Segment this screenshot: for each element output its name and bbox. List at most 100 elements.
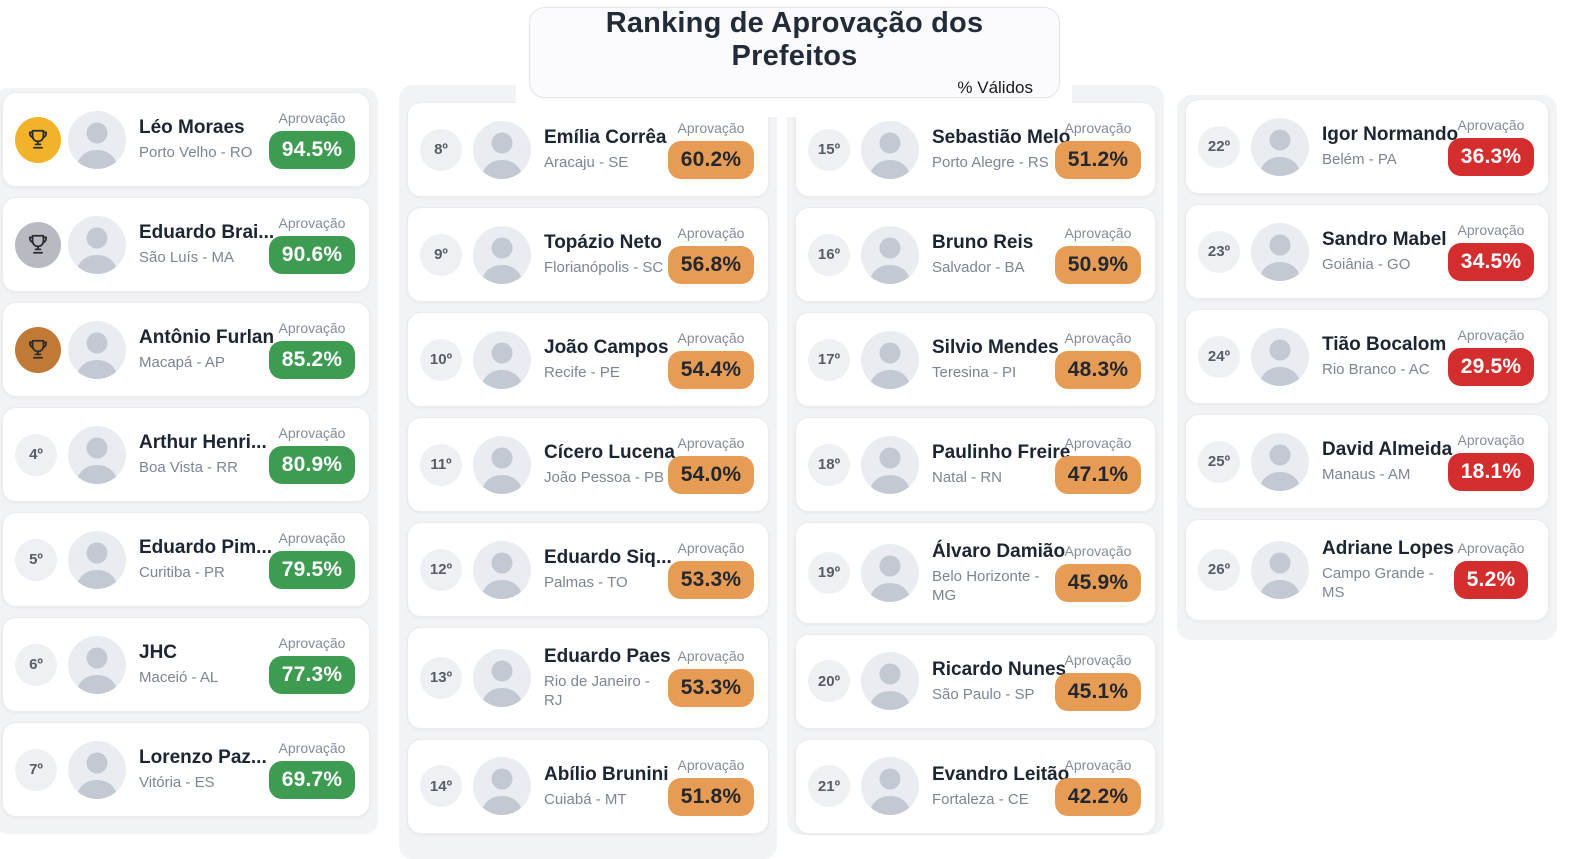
mayor-city: Palmas - TO — [544, 574, 628, 592]
mayor-photo — [68, 215, 126, 274]
mayor-name: David Almeida — [1322, 439, 1453, 461]
rank-badge: 9º — [420, 233, 462, 276]
approval-block: Aprovação 48.3% — [1053, 330, 1143, 389]
approval-label: Aprovação — [677, 120, 745, 136]
mayor-card: 10º João Campos Recife - PE Aprovação 54.4% — [407, 312, 769, 407]
approval-label: Aprovação — [278, 320, 346, 336]
mayor-city: Rio Branco - AC — [1322, 361, 1430, 379]
mayor-info: Arthur Henri... Boa Vista - RR — [139, 431, 267, 477]
mayor-info: Eduardo Paes Rio de Janeiro - RJ — [544, 645, 671, 711]
approval-block: Aprovação 56.8% — [666, 225, 756, 284]
mayor-name: Silvio Mendes — [932, 337, 1059, 359]
approval-label: Aprovação — [1064, 756, 1132, 773]
approval-badge: 47.1% — [1054, 456, 1142, 494]
approval-block: Aprovação 51.8% — [666, 757, 756, 816]
mayor-photo — [473, 540, 531, 599]
approval-badge: 54.4% — [667, 351, 755, 389]
mayor-info: Sebastião Melo Porto Alegre - RS — [932, 126, 1070, 172]
mayor-card: 11º Cícero Lucena João Pessoa - PB Aprovaçã… — [407, 417, 769, 512]
mayor-card: 24º Tião Bocalom Rio Branco - AC Aprovação 2… — [1185, 309, 1549, 404]
mayor-photo — [68, 530, 126, 589]
mayor-name: João Campos — [544, 337, 669, 359]
approval-label: Aprovação — [677, 756, 745, 773]
mayor-city: Maceió - AL — [139, 669, 219, 687]
mayor-photo — [473, 435, 531, 494]
mayor-city: Vitória - ES — [139, 774, 215, 792]
mayor-city: Curitiba - PR — [139, 564, 225, 582]
mayor-info: Antônio Furlan Macapá - AP — [139, 326, 274, 372]
mayor-name: Bruno Reis — [932, 232, 1034, 254]
mayor-card: 4º Arthur Henri... Boa Vista - RR Aprovação… — [2, 407, 370, 502]
mayor-name: Adriane Lopes — [1322, 538, 1454, 559]
approval-badge: 5.2% — [1453, 561, 1529, 600]
mayor-photo — [1251, 222, 1309, 281]
mayor-photo — [473, 120, 531, 179]
approval-badge: 45.9% — [1054, 564, 1142, 603]
mayor-name: Eduardo Brai... — [139, 222, 275, 244]
mayor-photo — [1251, 117, 1309, 176]
approval-label: Aprovação — [278, 110, 346, 126]
approval-badge: 42.2% — [1054, 777, 1142, 816]
mayor-info: Lorenzo Paz... Vitória - ES — [139, 746, 267, 792]
approval-block: Aprovação 45.9% — [1053, 543, 1143, 603]
mayor-photo — [1251, 432, 1309, 491]
mayor-card: 8º Emília Corrêa Aracaju - SE Aprovação 60.2… — [407, 102, 769, 197]
mayor-info: Léo Moraes Porto Velho - RO — [139, 116, 267, 162]
mayor-city: Boa Vista - RR — [139, 459, 238, 477]
approval-block: Aprovação 77.3% — [267, 635, 357, 694]
rank-badge: 7º — [15, 748, 57, 791]
approval-badge: 90.6% — [268, 236, 356, 274]
trophy-icon-silver — [15, 221, 61, 268]
mayor-city: Aracaju - SE — [544, 154, 629, 172]
mayor-photo — [473, 648, 531, 707]
trophy-icon-bronze — [15, 326, 61, 373]
approval-label: Aprovação — [677, 540, 745, 556]
mayor-info: Eduardo Pim... Curitiba - PR — [139, 536, 272, 582]
approval-block: Aprovação 45.1% — [1053, 652, 1143, 711]
mayor-city: João Pessoa - PB — [544, 469, 665, 487]
approval-badge: 69.7% — [268, 761, 356, 799]
approval-badge: 85.2% — [268, 341, 356, 379]
rank-badge: 10º — [420, 338, 462, 381]
mayor-card: Léo Moraes Porto Velho - RO Aprovação 94.5% — [2, 92, 370, 187]
approval-badge: 45.1% — [1054, 672, 1142, 711]
mayor-photo — [861, 120, 919, 179]
mayor-city: Recife - PE — [544, 364, 620, 382]
mayor-photo — [861, 652, 919, 711]
mayor-city: Natal - RN — [932, 469, 1003, 487]
approval-block: Aprovação 54.0% — [666, 435, 756, 494]
rank-badge: 12º — [420, 548, 462, 591]
mayor-card: 21º Evandro Leitão Fortaleza - CE Aprovação… — [795, 738, 1156, 834]
mayor-info: Tião Bocalom Rio Branco - AC — [1322, 333, 1446, 379]
approval-badge: 53.3% — [667, 669, 755, 708]
mayor-photo — [1251, 540, 1309, 599]
mayor-city: São Paulo - SP — [932, 685, 1035, 703]
mayor-info: Igor Normando Belém - PA — [1322, 123, 1458, 169]
rank-badge: 25º — [1198, 440, 1240, 483]
mayor-photo — [473, 757, 531, 816]
approval-badge: 60.2% — [667, 141, 755, 179]
approval-block: Aprovação 90.6% — [267, 215, 357, 274]
mayor-name: Lorenzo Paz... — [139, 747, 267, 769]
mayor-info: Emília Corrêa Aracaju - SE — [544, 126, 667, 172]
page-subtitle: % Válidos — [957, 78, 1033, 97]
approval-block: Aprovação 85.2% — [267, 320, 357, 379]
rank-badge: 11º — [420, 443, 462, 486]
mayor-info: Sandro Mabel Goiânia - GO — [1322, 228, 1447, 274]
approval-block: Aprovação 94.5% — [267, 110, 357, 169]
mayor-city: Porto Alegre - RS — [932, 154, 1049, 172]
mayor-info: João Campos Recife - PE — [544, 336, 669, 382]
mayor-photo — [861, 330, 919, 389]
approval-block: Aprovação 79.5% — [267, 530, 357, 589]
mayor-name: Ricardo Nunes — [932, 659, 1067, 681]
mayor-city: Salvador - BA — [932, 259, 1025, 277]
approval-label: Aprovação — [1064, 435, 1132, 451]
approval-label: Aprovação — [677, 648, 745, 665]
approval-badge: 56.8% — [667, 246, 755, 284]
approval-label: Aprovação — [1457, 222, 1525, 238]
approval-badge: 18.1% — [1447, 453, 1535, 491]
approval-block: Aprovação 29.5% — [1446, 327, 1536, 386]
mayor-info: Eduardo Siq... Palmas - TO — [544, 546, 672, 592]
mayor-city: Cuiabá - MT — [544, 790, 627, 808]
approval-block: Aprovação 80.9% — [267, 425, 357, 484]
